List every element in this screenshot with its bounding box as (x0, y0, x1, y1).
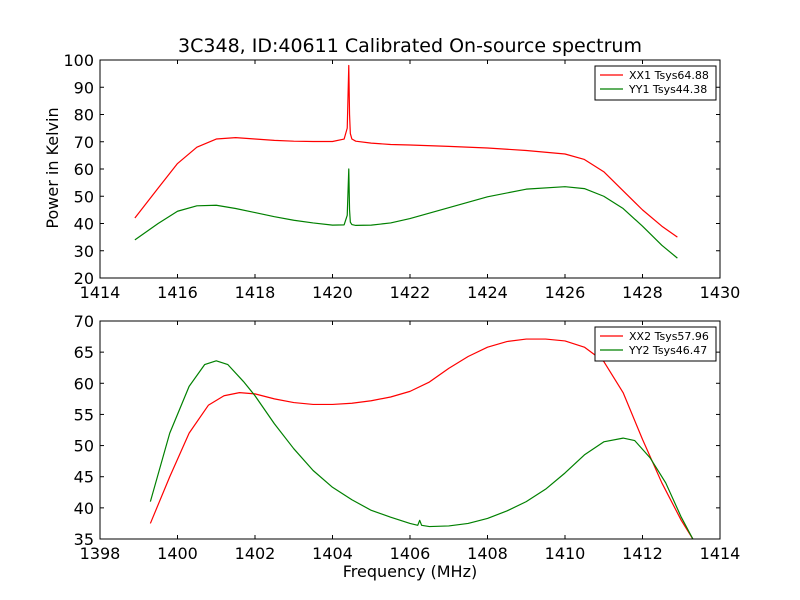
legend-box (594, 65, 717, 101)
x-tick-label: 1418 (235, 283, 276, 302)
y-tick-label: 100 (63, 51, 94, 70)
x-tick-label: 1424 (467, 283, 508, 302)
y-tick-label: 30 (74, 242, 94, 261)
series-line-1 (149, 338, 694, 540)
x-tick-label: 1398 (80, 544, 121, 563)
x-tick-label: 1426 (545, 283, 586, 302)
legend-label-2: YY2 Tsys46.47 (628, 344, 707, 357)
legend-label-1: XX1 Tsys64.88 (629, 69, 709, 82)
y-tick-label: 70 (74, 133, 94, 152)
y-tick-label: 70 (74, 312, 94, 331)
x-tick-label: 1404 (312, 544, 353, 563)
legend-label-1: XX2 Tsys57.96 (629, 330, 709, 343)
y-tick-label: 80 (74, 106, 94, 125)
y-tick-label: 40 (74, 215, 94, 234)
y-tick-label: 20 (74, 269, 94, 288)
y-tick-label: 50 (74, 437, 94, 456)
x-tick-label: 1410 (545, 544, 586, 563)
x-tick-label: 1408 (467, 544, 508, 563)
x-tick-label: 1430 (700, 283, 741, 302)
x-tick-label: 1422 (390, 283, 431, 302)
series-line-2 (134, 168, 678, 259)
x-tick-label: 1400 (157, 544, 198, 563)
x-tick-label: 1420 (312, 283, 353, 302)
series-line-2 (149, 360, 694, 540)
series-line-1 (134, 64, 678, 238)
x-tick-label: 1412 (622, 544, 663, 563)
y-tick-label: 55 (74, 405, 94, 424)
legend-label-2: YY1 Tsys44.38 (628, 83, 707, 96)
x-tick-label: 1406 (390, 544, 431, 563)
y-tick-label: 35 (74, 530, 94, 549)
y-tick-label: 45 (74, 468, 94, 487)
x-tick-label: 1416 (157, 283, 198, 302)
x-tick-label: 1402 (235, 544, 276, 563)
legend-box (594, 326, 717, 362)
bottom-axes: 1398 1400 1402 1404 1406 1408 1410 1412 1414 35 40… (74, 312, 741, 563)
chart-title: 3C348, ID:40611 Calibrated On-source spe… (178, 35, 642, 57)
x-tick-label: 1414 (700, 544, 741, 563)
y-tick-label: 60 (74, 160, 94, 179)
y-tick-label: 90 (74, 78, 94, 97)
x-tick-label: 1428 (622, 283, 663, 302)
y-tick-label: 60 (74, 374, 94, 393)
y-tick-label: 40 (74, 499, 94, 518)
x-tick-label: 1414 (80, 283, 121, 302)
top-axes: 1414 1416 1418 1420 1422 1424 1426 1428 1430 20 30… (63, 51, 740, 302)
y-tick-label: 65 (74, 343, 94, 362)
y-tick-label: 50 (74, 187, 94, 206)
y-axis-label: Power in Kelvin (43, 107, 62, 228)
x-axis-label: Frequency (MHz) (343, 562, 477, 581)
